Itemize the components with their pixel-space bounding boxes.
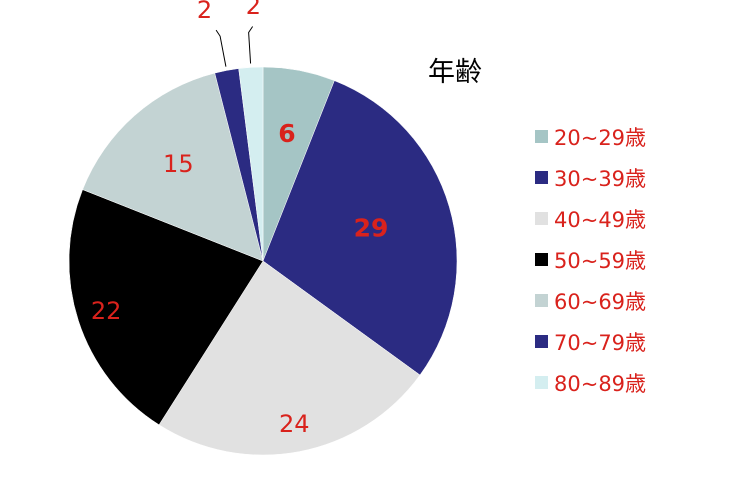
pie-slice — [158, 260, 421, 456]
legend-item: 60~69歳 — [535, 280, 646, 321]
legend-item: 50~59歳 — [535, 239, 646, 280]
leader-line — [215, 29, 227, 67]
legend-label: 60~69歳 — [554, 289, 647, 314]
pie-slice — [82, 72, 264, 262]
slice-value-label: 29 — [354, 214, 389, 243]
chart-title: 年齢 — [428, 57, 482, 88]
legend-item: 20~29歳 — [535, 116, 646, 157]
legend-item: 40~49歳 — [535, 198, 646, 239]
legend-swatch — [535, 253, 548, 266]
legend-swatch — [535, 376, 548, 389]
legend-label: 80~89歳 — [554, 371, 647, 396]
slice-value-label: 24 — [279, 410, 310, 438]
legend-item: 80~89歳 — [535, 362, 646, 403]
leader-line — [248, 26, 254, 64]
slice-value-label: 15 — [163, 150, 194, 178]
pie-slice — [262, 80, 458, 376]
legend-swatch — [535, 130, 548, 143]
pie-slice — [238, 66, 264, 262]
slice-value-label: 2 — [246, 0, 261, 20]
legend-label: 40~49歳 — [554, 207, 647, 232]
legend-label: 50~59歳 — [554, 248, 647, 273]
legend-label: 20~29歳 — [554, 125, 647, 150]
legend-item: 70~79歳 — [535, 321, 646, 362]
legend-item: 30~39歳 — [535, 157, 646, 198]
legend-swatch — [535, 335, 548, 348]
legend: 20~29歳 30~39歳 40~49歳 50~59歳 60~69歳 70~79… — [535, 116, 646, 403]
legend-swatch — [535, 171, 548, 184]
slice-value-label: 22 — [91, 297, 122, 325]
pie-slice — [68, 189, 264, 426]
legend-label: 30~39歳 — [554, 166, 647, 191]
slice-value-label: 6 — [278, 119, 295, 148]
legend-swatch — [535, 212, 548, 225]
legend-label: 70~79歳 — [554, 330, 647, 355]
slice-value-label: 2 — [197, 0, 212, 24]
legend-swatch — [535, 294, 548, 307]
